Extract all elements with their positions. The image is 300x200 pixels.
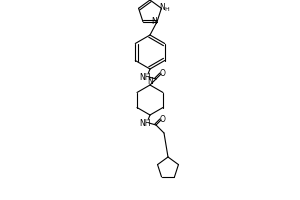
Text: NH: NH [139,72,151,82]
Text: N: N [160,3,165,12]
Text: O: O [160,68,166,77]
Text: N: N [147,77,153,86]
Text: N: N [152,17,158,26]
Text: H: H [164,7,169,12]
Text: O: O [160,114,166,123]
Text: NH: NH [139,118,151,128]
